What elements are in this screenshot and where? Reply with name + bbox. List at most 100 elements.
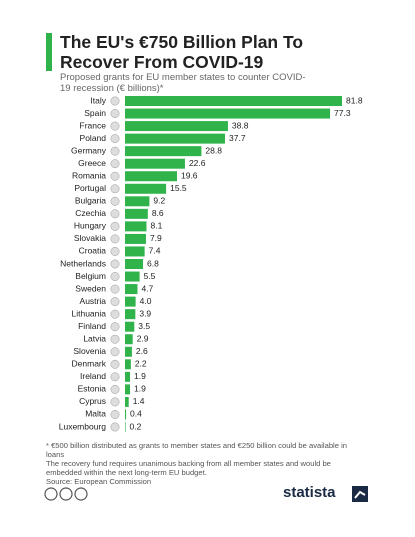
bar: [125, 409, 127, 420]
category-label: Belgium: [75, 271, 106, 281]
chart-subtitle: Proposed grants for EU member states to …: [60, 72, 306, 94]
flag-icon: [110, 322, 120, 332]
value-label: 0.2: [130, 421, 142, 431]
value-label: 2.6: [136, 346, 148, 356]
flag-icon: [110, 372, 120, 382]
value-label: 6.8: [147, 258, 159, 268]
category-label: Lithuania: [71, 308, 106, 318]
flag-icon: [110, 247, 120, 256]
flag-icon: [110, 184, 120, 194]
value-label: 1.9: [134, 384, 146, 394]
bar: [125, 233, 146, 244]
value-label: 28.8: [205, 145, 222, 155]
category-label: Latvia: [83, 333, 106, 343]
value-label: 8.6: [152, 208, 164, 218]
bar: [125, 371, 131, 382]
flag-icon: [110, 297, 120, 307]
bar: [125, 384, 131, 395]
value-label: 77.3: [334, 108, 351, 118]
license-icons: [44, 487, 88, 501]
value-label: 3.5: [138, 321, 150, 331]
value-label: 22.6: [189, 158, 206, 168]
category-label: Croatia: [79, 246, 107, 256]
bar: [125, 121, 228, 132]
bar: [125, 396, 129, 407]
value-label: 19.6: [181, 170, 198, 180]
bar: [125, 334, 133, 345]
category-label: Slovakia: [74, 233, 106, 243]
flag-icon: [110, 422, 120, 432]
category-label: Germany: [71, 145, 107, 155]
footnote: The recovery fund requires unanimous bac…: [46, 459, 331, 477]
value-label: 0.4: [130, 409, 142, 419]
category-label: Netherlands: [60, 258, 106, 268]
flag-icon: [110, 121, 120, 131]
value-label: 1.4: [133, 396, 145, 406]
category-label: Poland: [80, 133, 107, 143]
brand-logo: [352, 486, 368, 502]
category-label: Denmark: [72, 359, 107, 369]
bar: [125, 346, 132, 357]
bar: [125, 246, 145, 257]
bar: [125, 359, 131, 370]
value-label: 38.8: [232, 120, 249, 130]
category-label: Malta: [85, 409, 106, 419]
flag-icon: [110, 259, 120, 269]
value-label: 15.5: [170, 183, 187, 193]
category-label: Bulgaria: [75, 196, 106, 206]
bar: [125, 271, 140, 282]
category-label: Slovenia: [73, 346, 106, 356]
value-label: 7.9: [150, 233, 162, 243]
bar: [125, 208, 148, 219]
brand: statista: [283, 484, 336, 501]
value-label: 3.9: [139, 308, 151, 318]
footnote: * €500 billion distributed as grants to …: [46, 441, 347, 459]
value-label: 81.8: [346, 95, 363, 105]
bar: [125, 108, 331, 119]
flag-icon: [110, 146, 120, 156]
bar: [125, 422, 126, 432]
flag-icon: [110, 159, 120, 169]
flag-icon: [110, 284, 120, 294]
value-label: 1.9: [134, 371, 146, 381]
chart-title: The EU's €750 Billion Plan To Recover Fr…: [60, 32, 304, 72]
flag-icon: [110, 272, 120, 281]
category-label: Romania: [72, 170, 106, 180]
value-label: 2.2: [135, 359, 147, 369]
flag-icon: [110, 96, 120, 106]
flag-icon: [110, 347, 120, 357]
flag-icon: [110, 410, 120, 419]
flag-icon: [110, 221, 120, 231]
category-label: Cyprus: [79, 396, 106, 406]
category-label: France: [80, 120, 107, 130]
flag-icon: [110, 109, 120, 118]
value-label: 7.4: [149, 246, 161, 256]
category-label: Czechia: [75, 208, 106, 218]
category-label: Portugal: [74, 183, 106, 193]
flag-icon: [110, 234, 120, 244]
category-label: Ireland: [80, 371, 106, 381]
flag-icon: [110, 359, 120, 369]
flag-icon: [110, 384, 120, 394]
category-label: Estonia: [78, 384, 107, 394]
value-label: 4.0: [140, 296, 152, 306]
value-label: 4.7: [141, 283, 153, 293]
bar: [125, 133, 226, 144]
bar: [125, 171, 177, 182]
category-label: Luxembourg: [59, 421, 107, 431]
bar: [125, 221, 147, 232]
category-label: Italy: [90, 95, 106, 105]
bar: [125, 183, 167, 194]
flag-icon: [110, 309, 120, 319]
category-label: Austria: [80, 296, 107, 306]
category-label: Spain: [84, 108, 106, 118]
value-label: 37.7: [229, 133, 246, 143]
bar: [125, 146, 202, 157]
bar: [125, 96, 342, 106]
value-label: 9.2: [153, 196, 165, 206]
source: Source: European Commission: [46, 477, 152, 486]
bar: [125, 259, 144, 269]
value-label: 2.9: [137, 333, 149, 343]
bar: [125, 309, 136, 320]
